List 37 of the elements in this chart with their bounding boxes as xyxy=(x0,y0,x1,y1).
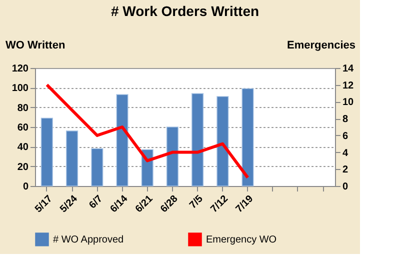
y-tick-label: 100 xyxy=(12,83,29,94)
bar xyxy=(192,93,204,186)
legend-label: Emergency WO xyxy=(206,234,277,246)
y2-tick-label: 2 xyxy=(342,164,348,176)
y-tick-label: 80 xyxy=(17,102,29,114)
y-tick-label: 20 xyxy=(17,162,29,173)
y2-tick-label: 4 xyxy=(342,148,348,159)
y-axis-title: WO Written xyxy=(6,40,66,52)
y-tick-label: 60 xyxy=(17,122,29,134)
chart-title: # Work Orders Written xyxy=(110,3,260,19)
bar xyxy=(116,94,128,186)
x-tick-label: 6/28 xyxy=(158,193,181,216)
x-tick-label: 6/7 xyxy=(87,193,106,212)
x-tick-label: 7/19 xyxy=(234,193,256,216)
y2-tick-label: 14 xyxy=(342,64,354,74)
y2-tick-label: 10 xyxy=(342,97,354,108)
x-tick-label: 7/5 xyxy=(188,193,206,212)
bar xyxy=(166,126,178,186)
x-tick-label: 5/24 xyxy=(58,193,80,216)
bar xyxy=(242,88,254,186)
x-tick-label: 7/12 xyxy=(208,193,231,216)
bar xyxy=(216,96,229,186)
y2-tick-label: 0 xyxy=(342,182,348,192)
y-tick-label: 0 xyxy=(22,182,29,192)
y-tick-label: 120 xyxy=(12,64,29,74)
y-tick-label: 40 xyxy=(17,142,29,154)
bar xyxy=(91,148,104,186)
y2-tick-label: 8 xyxy=(342,114,348,126)
line-series xyxy=(45,83,250,180)
bar xyxy=(40,118,53,186)
y2-tick-label: 6 xyxy=(342,130,348,142)
x-tick-label: 6/14 xyxy=(108,193,130,216)
y2-axis-title: Emergencies xyxy=(287,40,356,52)
y2-tick-label: 12 xyxy=(342,80,354,92)
x-tick-label: 6/21 xyxy=(134,193,156,216)
bar xyxy=(66,130,78,186)
legend-label: # WO Approved xyxy=(53,234,124,246)
